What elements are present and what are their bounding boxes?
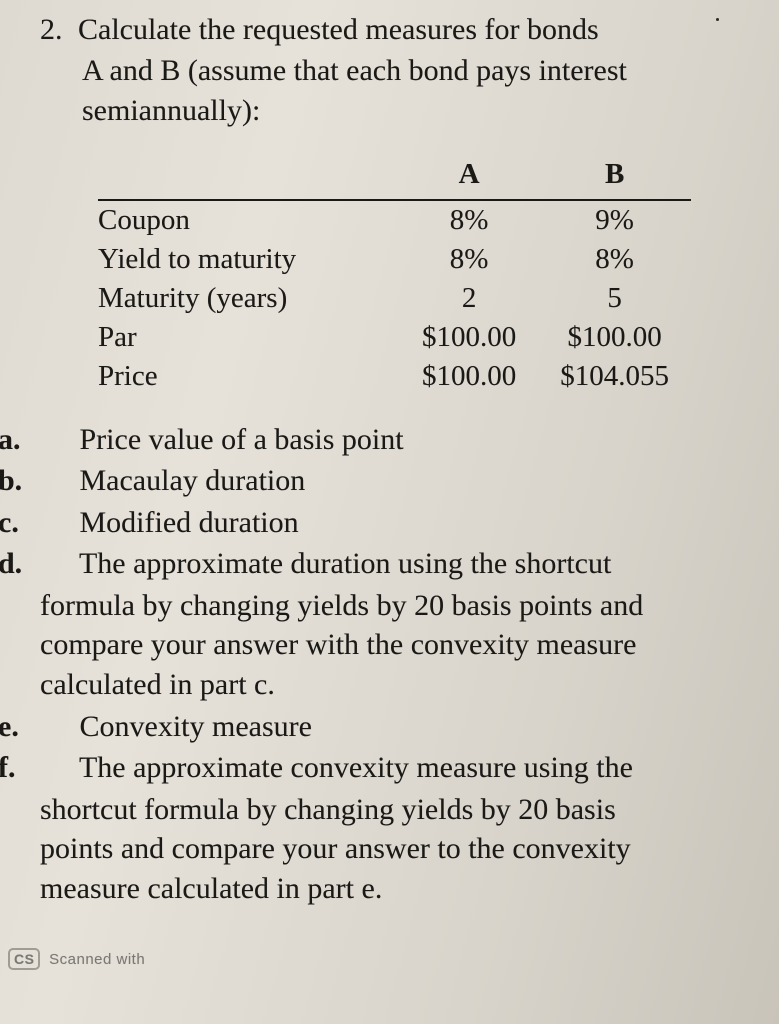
table-header-empty <box>98 154 400 200</box>
part-text: Modified duration <box>80 506 299 539</box>
question-text-line2: A and B (assume that each bond pays inte… <box>82 54 627 87</box>
row-label: Maturity (years) <box>98 279 400 318</box>
cell-b: $104.055 <box>538 357 691 396</box>
part-label: e. <box>40 707 72 747</box>
part-f-cont: shortcut formula by changing yields by 2… <box>40 790 749 909</box>
page: 2.Calculate the requested measures for b… <box>0 0 779 1024</box>
table-row: Maturity (years) 2 5 <box>98 279 691 318</box>
watermark-text: Scanned with <box>49 951 145 968</box>
table-header-row: A B <box>98 154 691 200</box>
table-header-a: A <box>400 154 538 200</box>
row-label: Price <box>98 357 400 396</box>
part-d-cont: formula by changing yields by 20 basis p… <box>40 586 749 705</box>
part-text-line4: calculated in part c. <box>40 668 275 701</box>
cell-a: 2 <box>400 279 538 318</box>
part-f: f. The approximate convexity measure usi… <box>40 748 749 788</box>
question-text-line1: Calculate the requested measures for bon… <box>78 13 599 46</box>
table-header-b: B <box>538 154 691 200</box>
table-row: Par $100.00 $100.00 <box>98 318 691 357</box>
watermark-badge: CS <box>8 948 40 970</box>
part-a: a. Price value of a basis point <box>40 420 749 460</box>
part-e: e. Convexity measure <box>40 707 749 747</box>
question-parts: a. Price value of a basis point b. Macau… <box>40 420 749 909</box>
part-text-line1: The approximate duration using the short… <box>79 547 611 580</box>
part-label: f. <box>40 748 72 788</box>
cell-b: 9% <box>538 200 691 240</box>
question-number: 2. <box>40 10 78 51</box>
question-text-line3: semiannually): <box>82 94 260 127</box>
part-text-line3: compare your answer with the convexity m… <box>40 628 636 661</box>
table-row: Yield to maturity 8% 8% <box>98 240 691 279</box>
part-text-line2: formula by changing yields by 20 basis p… <box>40 589 643 622</box>
question-prompt: 2.Calculate the requested measures for b… <box>40 10 749 132</box>
noise-dot-icon <box>716 18 719 21</box>
table-row: Coupon 8% 9% <box>98 200 691 240</box>
cell-a: 8% <box>400 240 538 279</box>
part-text: Macaulay duration <box>80 464 306 497</box>
part-text-line4: measure calculated in part e. <box>40 872 382 905</box>
row-label: Coupon <box>98 200 400 240</box>
part-text-line2: shortcut formula by changing yields by 2… <box>40 793 616 826</box>
part-label: a. <box>40 420 72 460</box>
part-text-line3: points and compare your answer to the co… <box>40 832 631 865</box>
part-text: Price value of a basis point <box>80 423 404 456</box>
part-label: c. <box>40 503 72 543</box>
table-row: Price $100.00 $104.055 <box>98 357 691 396</box>
cell-a: 8% <box>400 200 538 240</box>
cell-b: 5 <box>538 279 691 318</box>
row-label: Par <box>98 318 400 357</box>
cell-a: $100.00 <box>400 318 538 357</box>
cell-a: $100.00 <box>400 357 538 396</box>
part-text: Convexity measure <box>80 710 312 743</box>
part-label: d. <box>40 544 72 584</box>
part-b: b. Macaulay duration <box>40 461 749 501</box>
part-text-line1: The approximate convexity measure using … <box>79 751 633 784</box>
cell-b: $100.00 <box>538 318 691 357</box>
cell-b: 8% <box>538 240 691 279</box>
row-label: Yield to maturity <box>98 240 400 279</box>
part-d: d. The approximate duration using the sh… <box>40 544 749 584</box>
bonds-table: A B Coupon 8% 9% Yield to maturity 8% 8%… <box>98 154 691 396</box>
part-c: c. Modified duration <box>40 503 749 543</box>
scanner-watermark: CS Scanned with <box>8 948 145 970</box>
part-label: b. <box>40 461 72 501</box>
